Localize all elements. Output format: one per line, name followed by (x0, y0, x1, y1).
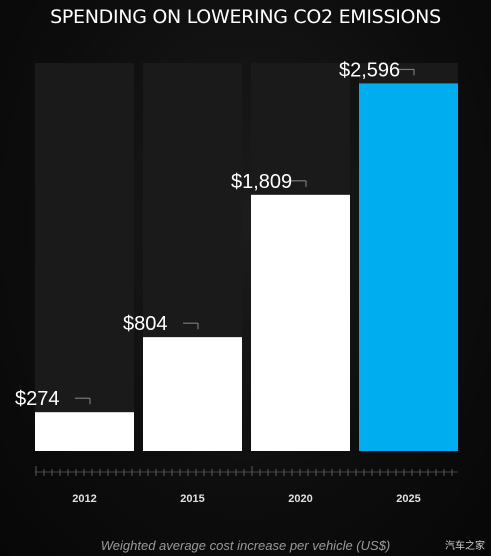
bar-2012 (35, 412, 134, 451)
category-label-2020: 2020 (288, 493, 312, 505)
bar-2020 (251, 194, 350, 452)
x-axis-caption: Weighted average cost increase per vehic… (100, 538, 391, 553)
watermark-text: 汽车之家 (445, 541, 485, 552)
value-label-2020: $1,809 (231, 171, 292, 193)
column-background (35, 63, 134, 451)
category-label-2012: 2012 (72, 493, 96, 505)
bar-chart: $274 $804 $1,809 $2,596 2012 2015 2020 2025 (15, 59, 458, 505)
value-label-2012: $274 (15, 388, 60, 410)
bar-2015 (143, 337, 242, 451)
chart-title: SPENDING ON LOWERING CO2 EMISSIONS (50, 6, 441, 28)
category-label-2025: 2025 (396, 493, 420, 505)
bar-2025 (359, 83, 458, 452)
value-label-2025: $2,596 (339, 59, 400, 81)
category-label-2015: 2015 (180, 493, 204, 505)
value-label-2015: $804 (123, 313, 168, 335)
